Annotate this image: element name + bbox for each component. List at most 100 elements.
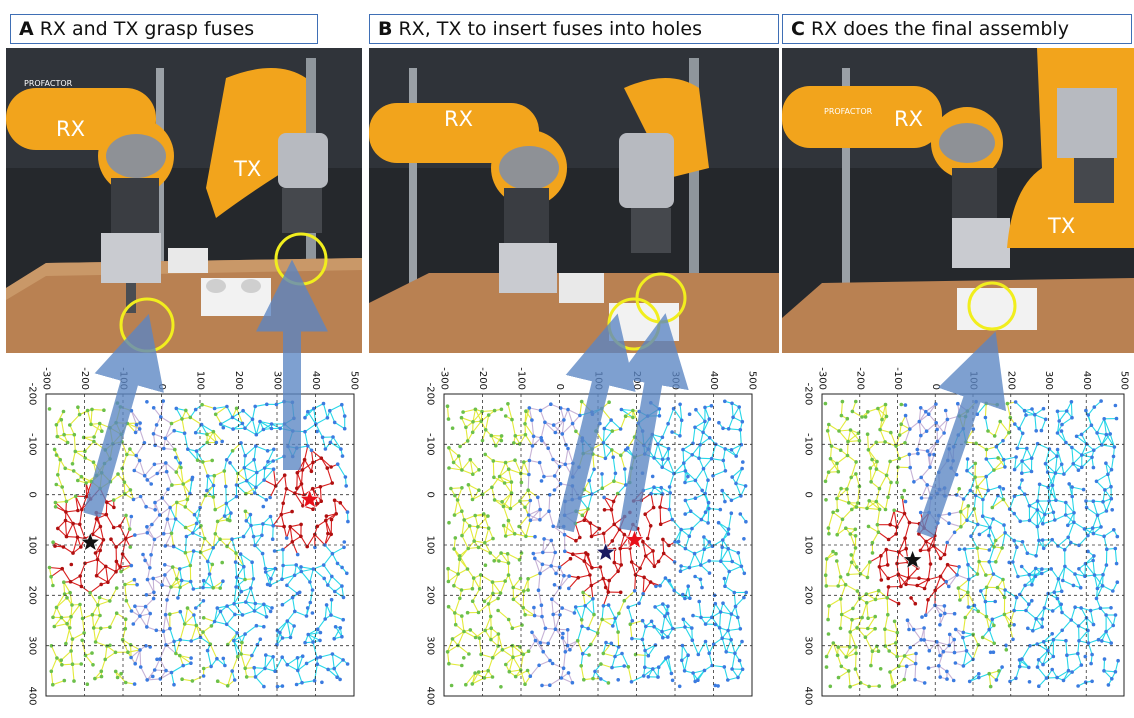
- roadmap-node: [688, 596, 692, 600]
- roadmap-node: [967, 679, 972, 684]
- roadmap-node: [917, 532, 921, 536]
- roadmap-edge: [207, 475, 214, 486]
- roadmap-node: [133, 533, 137, 537]
- roadmap-node: [658, 505, 662, 509]
- roadmap-node: [1055, 596, 1060, 601]
- roadmap-node: [1065, 653, 1069, 657]
- roadmap-node: [1018, 519, 1022, 524]
- roadmap-edge: [884, 497, 889, 510]
- roadmap-edge: [233, 640, 242, 655]
- roadmap-edge: [986, 573, 994, 588]
- roadmap-edge: [457, 499, 463, 512]
- roadmap-edge: [474, 515, 479, 527]
- roadmap-node: [501, 523, 506, 528]
- roadmap-node: [450, 426, 455, 430]
- roadmap-edge: [841, 614, 853, 621]
- roadmap-edge: [473, 526, 479, 542]
- roadmap-node: [128, 447, 132, 451]
- roadmap-node: [850, 409, 855, 414]
- roadmap-node: [1041, 546, 1046, 551]
- roadmap-node: [570, 475, 575, 479]
- roadmap-node: [835, 653, 840, 658]
- roadmap-node: [482, 676, 487, 680]
- roadmap-edge: [245, 601, 255, 612]
- roadmap-node: [458, 554, 462, 558]
- roadmap-node: [98, 548, 102, 553]
- roadmap-node: [459, 415, 464, 420]
- roadmap-node: [1062, 547, 1067, 552]
- roadmap-edge: [528, 445, 534, 461]
- roadmap-node: [62, 580, 66, 584]
- roadmap-edge: [663, 552, 675, 563]
- roadmap-edge: [448, 447, 455, 463]
- roadmap-node: [897, 664, 901, 668]
- roadmap-node: [1082, 527, 1087, 531]
- robot-scene-a: PROFACTOR RX TX: [6, 48, 362, 353]
- roadmap-edge: [65, 627, 71, 644]
- roadmap-node: [477, 468, 481, 472]
- roadmap-node: [253, 404, 257, 409]
- roadmap-edge: [286, 526, 291, 539]
- roadmap-node: [1105, 547, 1109, 551]
- roadmap-node: [280, 602, 285, 607]
- roadmap-node: [70, 462, 75, 466]
- roadmap-edge: [674, 529, 682, 543]
- y-tick-label: -200: [27, 383, 38, 406]
- roadmap-edge: [1067, 512, 1075, 526]
- roadmap-edge: [232, 416, 243, 424]
- roadmap-node: [270, 606, 274, 610]
- roadmap-node: [606, 590, 611, 594]
- roadmap-node: [926, 412, 931, 416]
- roadmap-node: [496, 608, 500, 613]
- roadmap-node: [951, 459, 955, 463]
- roadmap-node: [1103, 488, 1107, 492]
- roadmap-node: [91, 663, 95, 667]
- roadmap-node: [491, 459, 496, 463]
- roadmap-edge: [700, 508, 710, 520]
- roadmap-node: [521, 652, 526, 657]
- roadmap-edge: [308, 632, 321, 636]
- roadmap-node: [1017, 486, 1022, 490]
- roadmap-node: [637, 409, 641, 414]
- roadmap-node: [637, 601, 641, 606]
- roadmap-node: [225, 544, 229, 549]
- roadmap-edge: [212, 496, 216, 510]
- roadmap-edge: [551, 598, 563, 609]
- roadmap-edge: [317, 663, 329, 670]
- roadmap-edge: [236, 484, 247, 495]
- roadmap-node: [249, 523, 253, 528]
- roadmap-node: [523, 682, 527, 686]
- roadmap-edge: [684, 655, 689, 671]
- roadmap-edge: [1081, 443, 1088, 456]
- roadmap-edge: [662, 539, 665, 554]
- roadmap-edge: [992, 613, 1005, 620]
- roadmap-node: [895, 630, 900, 635]
- roadmap-node: [703, 419, 707, 424]
- roadmap-node: [254, 485, 258, 490]
- roadmap-node: [1016, 574, 1020, 579]
- roadmap-edge: [70, 650, 74, 665]
- roadmap-edge: [493, 460, 506, 464]
- roadmap-node: [964, 440, 968, 444]
- roadmap-edge: [75, 496, 79, 511]
- roadmap-node: [681, 617, 686, 622]
- roadmap-edge: [297, 662, 307, 671]
- roadmap-node: [225, 404, 229, 409]
- roadmap-node: [476, 525, 480, 529]
- roadmap-node: [458, 596, 462, 601]
- roadmap-node: [152, 668, 157, 672]
- roadmap-edge: [994, 421, 1001, 437]
- roadmap-edge: [611, 665, 625, 669]
- roadmap-node: [653, 643, 658, 647]
- roadmap-node: [913, 678, 917, 682]
- roadmap-node: [679, 564, 683, 568]
- roadmap-node: [660, 629, 664, 634]
- roadmap-node: [827, 604, 831, 608]
- roadmap-edge: [116, 612, 127, 620]
- roadmap-edge: [1015, 401, 1025, 412]
- roadmap-node: [582, 677, 586, 682]
- roadmap-node: [854, 651, 858, 656]
- roadmap-edge: [307, 634, 321, 641]
- roadmap-node: [656, 559, 661, 564]
- roadmap-edge: [175, 502, 178, 520]
